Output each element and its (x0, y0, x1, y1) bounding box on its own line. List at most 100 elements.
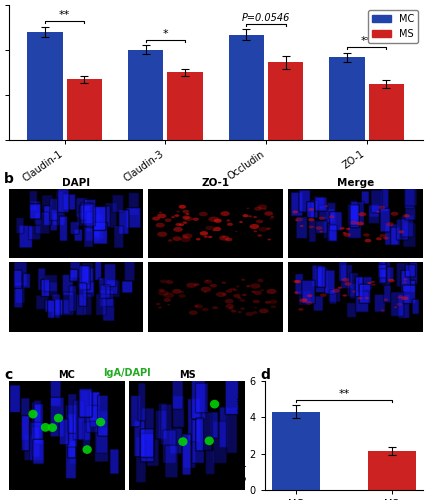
Circle shape (294, 280, 300, 283)
Circle shape (220, 211, 229, 216)
FancyBboxPatch shape (56, 300, 69, 314)
Circle shape (257, 234, 262, 237)
FancyBboxPatch shape (313, 196, 323, 209)
FancyBboxPatch shape (79, 205, 90, 220)
FancyBboxPatch shape (358, 284, 370, 304)
Circle shape (259, 308, 268, 314)
FancyBboxPatch shape (308, 220, 315, 242)
Circle shape (245, 312, 253, 316)
Circle shape (196, 238, 200, 240)
FancyBboxPatch shape (96, 294, 106, 315)
Circle shape (228, 288, 232, 290)
Circle shape (375, 211, 379, 212)
Circle shape (250, 284, 260, 288)
Circle shape (308, 226, 314, 228)
Circle shape (192, 218, 199, 221)
Circle shape (157, 232, 167, 237)
Circle shape (158, 290, 168, 296)
Circle shape (199, 231, 208, 235)
Circle shape (393, 306, 396, 308)
FancyBboxPatch shape (140, 434, 154, 462)
Circle shape (185, 213, 189, 215)
Circle shape (230, 310, 236, 312)
Bar (271, 412, 319, 490)
Circle shape (237, 311, 241, 313)
FancyBboxPatch shape (407, 280, 414, 292)
Bar (328, 57, 364, 140)
FancyBboxPatch shape (86, 406, 99, 432)
Circle shape (239, 221, 242, 223)
FancyBboxPatch shape (162, 430, 176, 463)
Circle shape (343, 233, 350, 237)
FancyBboxPatch shape (104, 264, 115, 286)
Circle shape (203, 280, 212, 284)
Bar (167, 72, 202, 140)
FancyBboxPatch shape (158, 403, 166, 440)
FancyBboxPatch shape (141, 408, 154, 440)
Circle shape (308, 218, 314, 222)
FancyBboxPatch shape (63, 292, 74, 316)
FancyBboxPatch shape (38, 268, 46, 290)
FancyBboxPatch shape (298, 190, 310, 212)
FancyBboxPatch shape (349, 200, 357, 220)
Circle shape (182, 210, 189, 213)
FancyBboxPatch shape (311, 265, 322, 287)
FancyBboxPatch shape (69, 286, 76, 311)
FancyBboxPatch shape (76, 198, 87, 217)
FancyBboxPatch shape (74, 229, 82, 241)
Circle shape (225, 290, 232, 293)
Circle shape (383, 298, 387, 301)
Circle shape (222, 236, 225, 238)
FancyBboxPatch shape (346, 302, 355, 318)
Circle shape (194, 283, 199, 286)
Circle shape (182, 216, 190, 220)
FancyBboxPatch shape (62, 274, 73, 295)
Circle shape (232, 288, 235, 290)
Bar (66, 80, 102, 140)
Circle shape (158, 212, 161, 213)
Circle shape (264, 211, 272, 216)
FancyBboxPatch shape (326, 209, 334, 222)
Circle shape (253, 290, 261, 295)
Circle shape (167, 304, 170, 306)
FancyBboxPatch shape (82, 263, 93, 283)
FancyBboxPatch shape (100, 285, 110, 298)
Circle shape (182, 234, 192, 238)
Y-axis label: IgA positive cells/villus: IgA positive cells/villus (237, 388, 246, 483)
Circle shape (209, 284, 216, 288)
Circle shape (186, 282, 196, 288)
FancyBboxPatch shape (329, 212, 341, 231)
FancyBboxPatch shape (338, 258, 346, 281)
FancyBboxPatch shape (124, 258, 135, 281)
Bar (367, 451, 414, 490)
FancyBboxPatch shape (63, 194, 75, 210)
FancyBboxPatch shape (187, 398, 200, 442)
FancyBboxPatch shape (15, 282, 25, 303)
FancyBboxPatch shape (21, 416, 29, 450)
FancyBboxPatch shape (402, 223, 415, 247)
Circle shape (82, 445, 92, 454)
Bar (228, 34, 263, 140)
FancyBboxPatch shape (67, 414, 76, 458)
Title: MS: MS (178, 370, 195, 380)
Circle shape (305, 301, 312, 304)
FancyBboxPatch shape (84, 200, 96, 224)
FancyBboxPatch shape (404, 264, 414, 277)
Circle shape (180, 291, 184, 293)
Circle shape (240, 278, 245, 281)
Circle shape (54, 414, 63, 422)
Circle shape (343, 282, 351, 286)
Circle shape (342, 232, 345, 234)
FancyBboxPatch shape (30, 201, 39, 220)
FancyBboxPatch shape (226, 408, 236, 453)
FancyBboxPatch shape (76, 294, 86, 316)
FancyBboxPatch shape (396, 219, 408, 240)
Circle shape (331, 288, 339, 292)
FancyBboxPatch shape (400, 270, 409, 292)
FancyBboxPatch shape (165, 446, 178, 478)
FancyBboxPatch shape (328, 225, 336, 241)
FancyBboxPatch shape (323, 216, 332, 238)
Bar (368, 84, 403, 140)
FancyBboxPatch shape (10, 385, 20, 412)
Circle shape (364, 239, 371, 242)
